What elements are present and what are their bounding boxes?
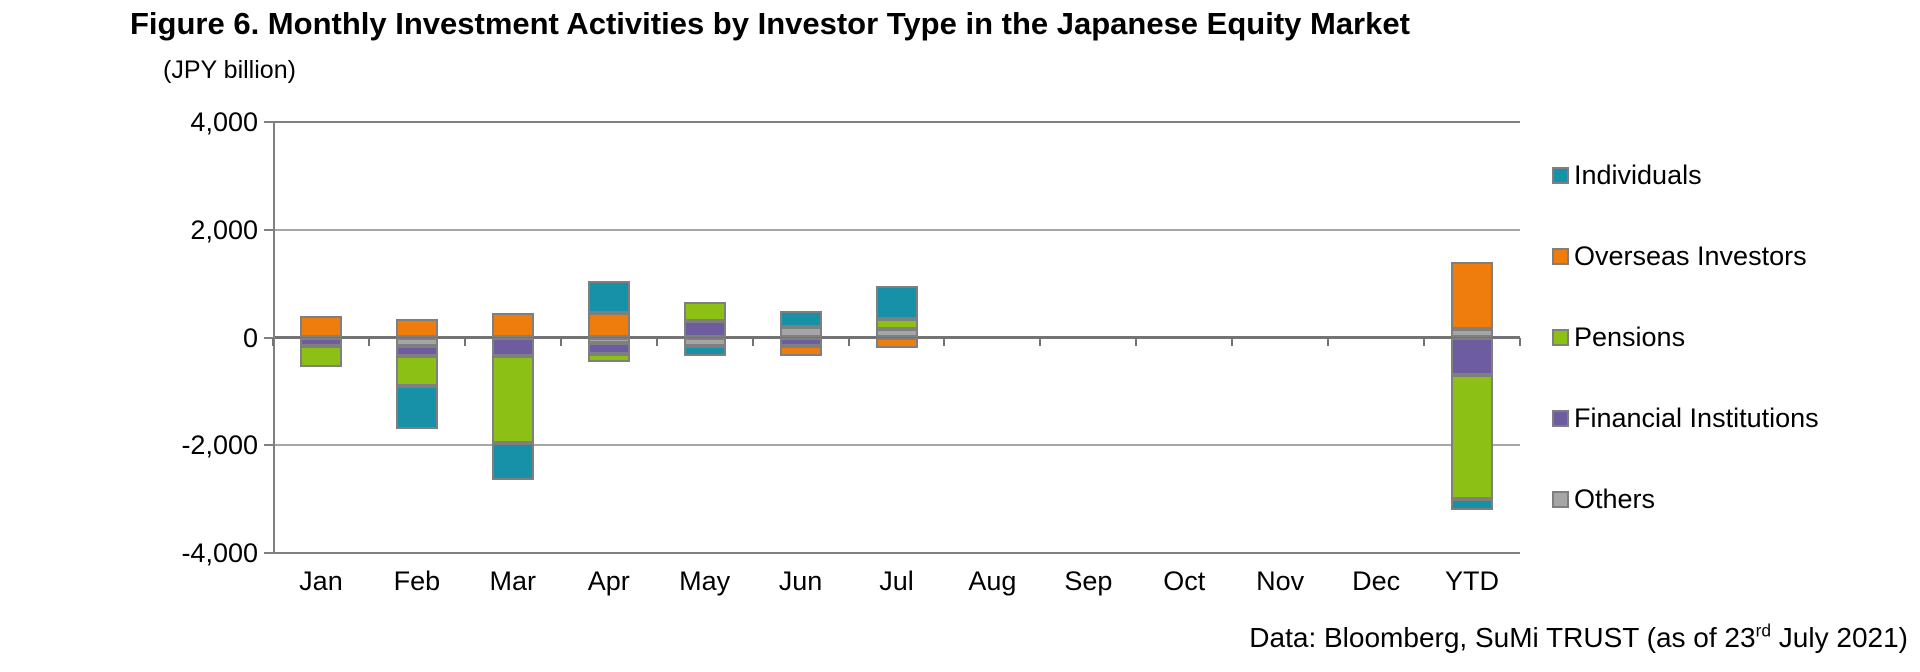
y-axis-line [273, 122, 275, 554]
x-axis-tick [272, 337, 274, 346]
bar-segment-apr-overseas-investors [587, 313, 630, 338]
bar-segment-ytd-pensions [1451, 375, 1494, 500]
y-axis-tick-label: 2,000 [190, 214, 258, 245]
x-axis-tick [559, 337, 562, 346]
legend-item-individuals: Individuals [1552, 160, 1702, 191]
bar-segment-ytd-individuals [1451, 499, 1494, 510]
legend-swatch-icon [1552, 491, 1569, 508]
y-axis-tick [264, 444, 273, 447]
bar-segment-ytd-financial-institutions [1451, 337, 1494, 376]
bar-segment-mar-pensions [491, 356, 534, 443]
x-axis-tick-label: Jun [778, 566, 823, 596]
x-axis-tick-label: Jul [879, 566, 914, 596]
y-axis-tick [264, 552, 273, 554]
bar-segment-jun-others [779, 326, 822, 338]
x-axis-tick-label: Dec [1352, 566, 1401, 596]
legend-swatch-icon [1552, 167, 1569, 184]
x-axis-tick [1231, 337, 1234, 346]
bar-segment-feb-overseas-investors [395, 318, 438, 338]
bar-segment-apr-pensions [587, 353, 630, 362]
legend-label: Overseas Investors [1574, 241, 1807, 271]
legend-swatch-icon [1552, 410, 1569, 427]
bar-segment-ytd-overseas-investors [1451, 262, 1494, 330]
y-axis-tick-label: -4,000 [181, 538, 258, 568]
bar-segment-feb-pensions [395, 356, 438, 386]
x-axis-tick-label: Nov [1256, 566, 1305, 596]
data-source-text-tail: July 2021) [1771, 622, 1908, 653]
gridline-2000 [273, 228, 1520, 231]
bar-segment-may-financial-institutions [683, 321, 726, 338]
legend-label: Others [1574, 484, 1656, 514]
bar-segment-jul-overseas-investors [875, 337, 918, 349]
bar-segment-jul-others [875, 329, 918, 338]
x-axis-tick-label: Mar [489, 566, 537, 596]
bar-segment-jan-financial-institutions [299, 337, 342, 346]
x-axis-tick-label: Sep [1064, 566, 1113, 596]
y-axis-tick [264, 121, 273, 123]
data-source-ordinal-suffix: rd [1755, 620, 1772, 641]
x-axis-tick-label: May [679, 566, 731, 596]
bar-segment-apr-others [587, 337, 630, 343]
bar-segment-may-others [683, 337, 726, 346]
gridline-4000 [273, 121, 1520, 123]
data-source-note: Data: Bloomberg, SuMi TRUST (as of 23rd … [1249, 622, 1908, 654]
bar-segment-jun-financial-institutions [779, 337, 822, 346]
x-axis-tick-label: Apr [587, 566, 630, 596]
x-axis-tick [1327, 337, 1330, 346]
bar-segment-may-pensions [683, 302, 726, 322]
x-axis-tick [751, 337, 754, 346]
x-axis-tick [463, 337, 466, 346]
bar-segment-apr-financial-institutions [587, 342, 630, 354]
y-axis-tick-label: -2,000 [181, 430, 258, 461]
legend-item-pensions: Pensions [1552, 322, 1685, 353]
x-axis-tick [1423, 337, 1426, 346]
x-axis-tick [1135, 337, 1138, 346]
bar-segment-jul-pensions [875, 318, 918, 330]
bar-segment-may-individuals [683, 345, 726, 357]
bar-segment-jun-individuals [779, 310, 822, 327]
x-axis-tick [655, 337, 658, 346]
bar-segment-feb-others [395, 337, 438, 346]
x-axis-tick-label: Feb [393, 566, 441, 596]
legend-label: Pensions [1574, 322, 1686, 352]
legend-item-others: Others [1552, 484, 1655, 515]
x-axis-tick-label: Aug [968, 566, 1017, 596]
legend-item-overseas-investors: Overseas Investors [1552, 241, 1807, 272]
y-axis-tick [264, 228, 273, 231]
x-axis-tick [1519, 337, 1521, 346]
x-axis-tick [367, 337, 370, 346]
y-axis-tick-label: 4,000 [190, 107, 258, 137]
y-axis-tick-label: 0 [242, 322, 258, 353]
bar-segment-jun-overseas-investors [779, 345, 822, 357]
bar-segment-mar-financial-institutions [491, 337, 534, 357]
bar-segment-feb-individuals [395, 385, 438, 430]
x-axis-tick-label: Jan [299, 566, 343, 596]
x-axis-tick [943, 337, 946, 346]
bar-segment-mar-overseas-investors [491, 313, 534, 338]
x-axis-tick [847, 337, 850, 346]
bar-segment-jul-individuals [875, 286, 918, 319]
gridline--2000 [273, 444, 1520, 447]
x-axis-tick-label: Oct [1163, 566, 1206, 596]
chart-title: Figure 6. Monthly Investment Activities … [130, 6, 1410, 41]
bar-segment-feb-financial-institutions [395, 345, 438, 357]
legend-swatch-icon [1552, 329, 1569, 346]
y-axis-tick [264, 336, 273, 339]
legend-swatch-icon [1552, 248, 1569, 265]
bar-segment-mar-individuals [491, 442, 534, 481]
data-source-text: Data: Bloomberg, SuMi TRUST (as of 23 [1249, 622, 1756, 653]
bar-segment-jan-overseas-investors [299, 315, 342, 338]
legend-item-financial-institutions: Financial Institutions [1552, 403, 1819, 434]
gridline--4000 [273, 552, 1520, 554]
x-axis-tick-label: YTD [1445, 566, 1500, 596]
legend-label: Financial Institutions [1574, 403, 1819, 433]
bar-segment-jan-pensions [299, 345, 342, 368]
x-axis-tick [1039, 337, 1042, 346]
bar-segment-apr-individuals [587, 280, 630, 314]
y-axis-unit-label: (JPY billion) [163, 56, 296, 84]
bar-segment-ytd-others [1451, 329, 1494, 338]
legend-label: Individuals [1574, 160, 1702, 190]
